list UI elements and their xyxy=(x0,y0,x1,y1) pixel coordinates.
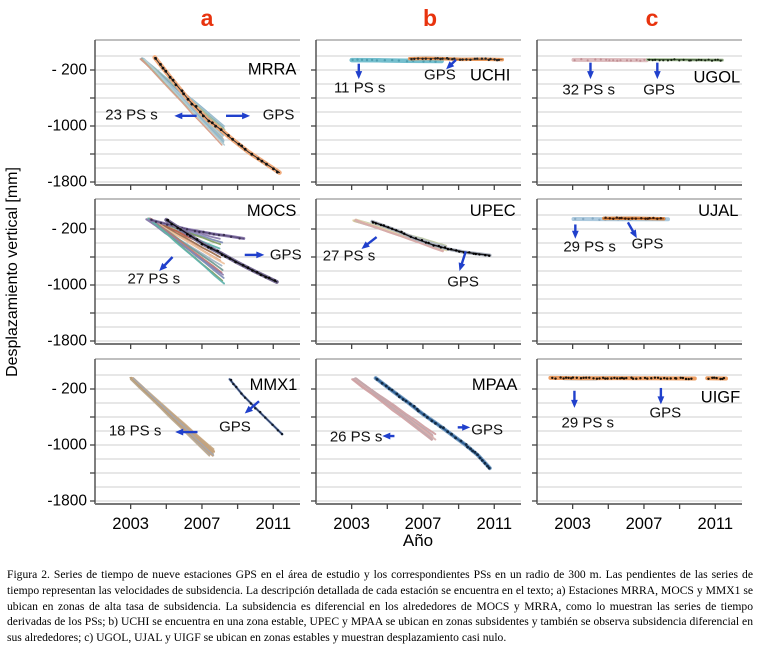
svg-text:MOCS: MOCS xyxy=(247,202,297,220)
svg-text:-1800: -1800 xyxy=(47,174,87,191)
svg-text:29 PS s: 29 PS s xyxy=(562,414,615,431)
svg-text:2003: 2003 xyxy=(333,515,370,533)
svg-text:GPS: GPS xyxy=(447,273,479,290)
subplot-mrra: - 200 -1000 -1800 23 PS s GPS MRRA xyxy=(47,39,300,191)
svg-text:32 PS s: 32 PS s xyxy=(562,81,615,98)
subplot-upec: 27 PS s GPS UPEC xyxy=(311,198,521,349)
subplot-uigf: 2003 2007 2011 29 PS s GPS UIGF xyxy=(532,358,742,533)
svg-text:2003: 2003 xyxy=(554,515,591,533)
svg-text:UPEC: UPEC xyxy=(470,202,516,220)
svg-text:-1000: -1000 xyxy=(47,277,87,294)
svg-text:UIGF: UIGF xyxy=(701,388,740,406)
svg-text:26 PS s: 26 PS s xyxy=(330,428,383,445)
column-header-b: b xyxy=(422,5,438,31)
svg-text:MPAA: MPAA xyxy=(472,376,518,394)
figure-caption: Figura 2. Series de tiempo de nueve esta… xyxy=(7,568,753,645)
y-axis-title: Desplazamiento vertical [mm] xyxy=(4,167,21,377)
subplot-uchi: 11 PS s GPS UCHI xyxy=(311,39,521,190)
svg-text:GPS: GPS xyxy=(424,66,456,83)
svg-text:- 200: - 200 xyxy=(52,381,88,398)
svg-text:11 PS s: 11 PS s xyxy=(334,79,385,96)
svg-text:UGOL: UGOL xyxy=(693,69,740,87)
svg-text:2007: 2007 xyxy=(405,515,442,533)
svg-text:-1800: -1800 xyxy=(47,333,87,350)
svg-text:18 PS s: 18 PS s xyxy=(109,423,162,440)
subplot-ugol: 32 PS s GPS UGOL xyxy=(532,39,742,190)
svg-text:GPS: GPS xyxy=(643,81,675,98)
svg-text:2003: 2003 xyxy=(112,515,149,533)
svg-text:-1000: -1000 xyxy=(47,437,87,454)
svg-text:GPS: GPS xyxy=(471,421,503,438)
svg-text:2007: 2007 xyxy=(184,515,221,533)
svg-text:GPS: GPS xyxy=(263,106,295,123)
subplot-mocs: - 200 -1000 -1800 27 PS s GPS MOCS xyxy=(47,198,302,350)
svg-text:23 PS s: 23 PS s xyxy=(105,106,158,123)
svg-text:29 PS s: 29 PS s xyxy=(563,238,616,255)
subplot-mmx1: - 200 -1000 -1800 2003 2007 2011 18 PS s GPS MMX… xyxy=(47,358,300,533)
svg-text:-1000: -1000 xyxy=(47,118,87,135)
svg-text:UJAL: UJAL xyxy=(698,202,738,220)
svg-text:27 PS s: 27 PS s xyxy=(323,247,376,264)
svg-text:- 200: - 200 xyxy=(52,62,88,79)
svg-text:GPS: GPS xyxy=(270,246,302,263)
svg-text:2007: 2007 xyxy=(626,515,663,533)
svg-text:GPS: GPS xyxy=(650,404,682,421)
svg-text:2011: 2011 xyxy=(477,515,512,533)
svg-text:- 200: - 200 xyxy=(52,221,88,238)
svg-text:GPS: GPS xyxy=(219,419,251,436)
svg-text:27 PS s: 27 PS s xyxy=(128,271,181,288)
svg-text:2011: 2011 xyxy=(698,515,733,533)
subplot-ujal: 29 PS s GPS UJAL xyxy=(532,198,742,349)
svg-text:MRRA: MRRA xyxy=(248,60,297,78)
svg-text:MMX1: MMX1 xyxy=(250,376,298,394)
svg-text:UCHI: UCHI xyxy=(470,67,510,85)
x-axis-title: Año xyxy=(402,531,434,550)
svg-text:-1800: -1800 xyxy=(47,493,87,510)
svg-text:GPS: GPS xyxy=(632,236,664,253)
subplot-mpaa: 2003 2007 2011 26 PS s GPS MPAA xyxy=(311,358,521,533)
svg-text:2011: 2011 xyxy=(256,515,291,533)
column-header-a: a xyxy=(200,5,214,31)
column-header-c: c xyxy=(645,5,659,31)
